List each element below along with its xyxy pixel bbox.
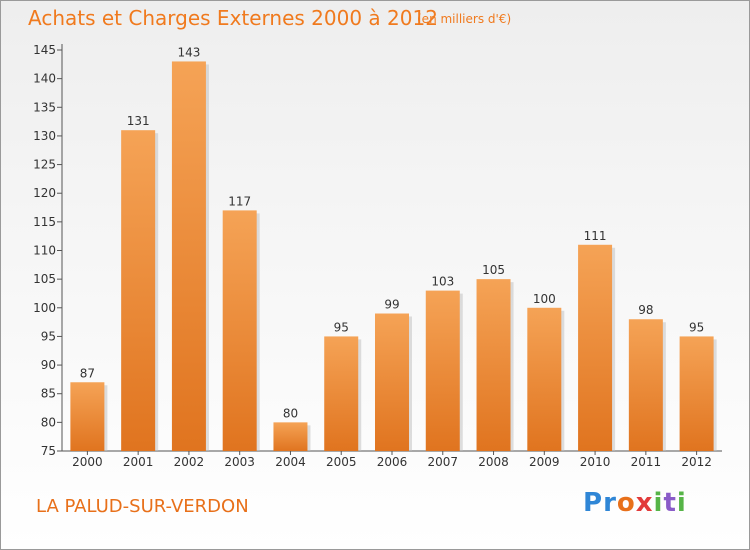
- data-label: 117: [228, 194, 251, 208]
- bar: [70, 382, 105, 451]
- data-label: 100: [533, 292, 556, 306]
- bar: [273, 422, 308, 451]
- data-label: 143: [177, 45, 200, 59]
- y-tick-label: 145: [33, 43, 56, 57]
- x-tick-label: 2006: [377, 455, 408, 469]
- x-tick-label: 2003: [224, 455, 255, 469]
- bar: [527, 307, 562, 451]
- y-tick-label: 110: [33, 244, 56, 258]
- x-tick-label: 2011: [631, 455, 662, 469]
- chart-title: Achats et Charges Externes 2000 à 2012: [28, 6, 438, 30]
- x-tick-label: 2007: [427, 455, 458, 469]
- data-label: 87: [80, 366, 95, 380]
- y-tick-label: 130: [33, 129, 56, 143]
- x-tick-label: 2010: [580, 455, 611, 469]
- x-tick-label: 2002: [174, 455, 205, 469]
- logo-letter: o: [616, 488, 636, 518]
- x-tick-label: 2005: [326, 455, 357, 469]
- data-label: 95: [334, 320, 349, 334]
- y-tick-label: 90: [41, 358, 56, 372]
- y-tick-label: 85: [41, 387, 56, 401]
- bar: [679, 336, 714, 451]
- bar: [425, 290, 460, 451]
- bar: [171, 61, 206, 451]
- x-tick-label: 2004: [275, 455, 306, 469]
- x-tick-label: 2000: [72, 455, 103, 469]
- bar: [628, 319, 663, 451]
- logo-letter: i: [653, 488, 664, 518]
- y-tick-label: 120: [33, 186, 56, 200]
- y-tick-label: 135: [33, 100, 56, 114]
- y-tick-label: 140: [33, 72, 56, 86]
- data-label: 99: [384, 298, 399, 312]
- chart-subtitle: (en milliers d'€): [417, 12, 512, 26]
- logo-letter: x: [635, 488, 654, 518]
- data-label: 103: [431, 275, 454, 289]
- y-tick-label: 100: [33, 301, 56, 315]
- bar: [476, 279, 511, 451]
- data-label: 111: [584, 229, 607, 243]
- place-name: LA PALUD-SUR-VERDON: [36, 496, 249, 517]
- y-tick-label: 115: [33, 215, 56, 229]
- bar: [375, 313, 409, 451]
- logo-letter: i: [676, 488, 687, 518]
- data-label: 80: [283, 406, 298, 420]
- bar: [121, 130, 156, 451]
- y-tick-label: 80: [41, 415, 56, 429]
- x-tick-label: 2008: [478, 455, 509, 469]
- y-tick-label: 125: [33, 158, 56, 172]
- data-label: 98: [638, 303, 653, 317]
- bar: [578, 244, 613, 451]
- proxiti-logo: Proxiti: [583, 488, 687, 518]
- y-tick-label: 95: [41, 329, 56, 343]
- data-label: 131: [127, 114, 150, 128]
- bar: [324, 336, 359, 451]
- bar: [222, 210, 257, 451]
- logo-letter: r: [603, 488, 617, 518]
- x-tick-label: 2012: [681, 455, 712, 469]
- x-tick-label: 2009: [529, 455, 560, 469]
- x-tick-label: 2001: [123, 455, 154, 469]
- logo-letter: P: [583, 488, 604, 518]
- y-tick-label: 75: [41, 444, 56, 458]
- logo-letter: t: [663, 488, 677, 518]
- data-label: 105: [482, 263, 505, 277]
- data-label: 95: [689, 320, 704, 334]
- y-tick-label: 105: [33, 272, 56, 286]
